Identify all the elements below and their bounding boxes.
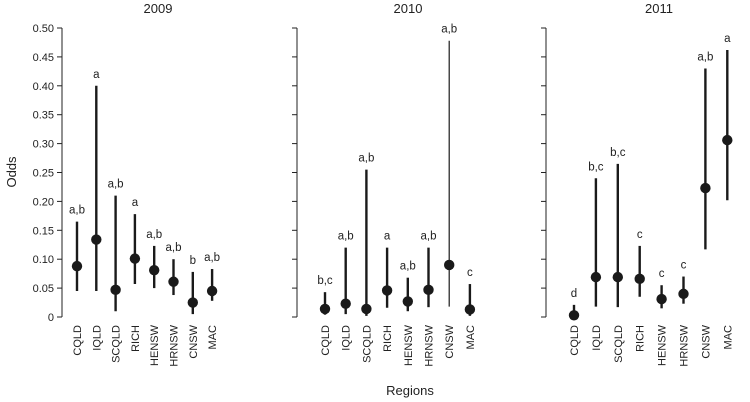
significance-label: a: [132, 197, 139, 209]
x-tick-label-hrnsw: HRNSW: [169, 324, 181, 366]
x-tick-label-iqld: IQLD: [341, 325, 353, 351]
point-hrnsw: [678, 288, 689, 300]
y-tick-label: 0.10: [33, 254, 54, 266]
y-tick-label: 0: [48, 312, 54, 324]
point-mac: [206, 285, 218, 297]
chart-panel-2010: 2010 b,c CQLD a,b IQLD a,b SCQLD a RICH a,b HENSW a…: [292, 1, 477, 367]
y-tick-label: 0.05: [33, 283, 54, 295]
x-tick-label-scqld: SCQLD: [613, 325, 625, 363]
x-tick-label-mac: MAC: [465, 325, 477, 350]
significance-label: a,b: [697, 51, 713, 63]
point-rich: [129, 253, 141, 264]
point-hensw: [656, 293, 667, 305]
significance-label: a,b: [146, 229, 162, 241]
significance-label: b,c: [317, 275, 333, 287]
significance-label: c: [659, 268, 665, 280]
x-tick-label-cnsw: CNSW: [444, 324, 456, 358]
point-scqld: [110, 284, 121, 296]
x-axis-title: Regions: [386, 383, 434, 398]
chart-panels: 2009 0 0.05 0.10 0.15 0.20 0.25 0.30 0.35 0.40 0.4…: [33, 1, 735, 367]
significance-label: a,b: [108, 179, 124, 191]
x-tick-label-cnsw: CNSW: [188, 324, 200, 358]
x-tick-label-cqld: CQLD: [569, 325, 581, 356]
x-tick-label-mac: MAC: [722, 325, 734, 350]
y-axis-title: Odds: [4, 156, 19, 188]
panel-title: 2011: [645, 1, 673, 16]
point-cnsw: [700, 182, 711, 194]
x-tick-label-mac: MAC: [207, 325, 219, 350]
significance-label: b,c: [610, 147, 626, 159]
x-tick-label-hensw: HENSW: [657, 324, 669, 366]
panel-title: 2010: [394, 1, 423, 16]
significance-label: a,b: [421, 231, 437, 243]
x-tick-label-hensw: HENSW: [403, 324, 415, 366]
y-tick-label: 0.30: [33, 139, 54, 151]
point-cqld: [568, 310, 580, 321]
y-tick-label: 0.15: [33, 225, 54, 237]
point-cqld: [71, 260, 83, 272]
x-tick-label-scqld: SCQLD: [111, 325, 123, 363]
point-hensw: [149, 264, 160, 276]
y-tick-label: 0.25: [33, 168, 54, 180]
y-tick-label: 0.50: [33, 23, 54, 35]
point-mac: [722, 134, 733, 146]
point-rich: [381, 285, 393, 296]
x-tick-label-scqld: SCQLD: [361, 325, 373, 363]
x-tick-label-cqld: CQLD: [72, 325, 84, 356]
point-rich: [634, 273, 645, 285]
panel-title: 2009: [144, 1, 173, 16]
y-tick-label: 0.35: [33, 110, 54, 122]
point-scqld: [361, 303, 372, 315]
significance-label: c: [637, 229, 643, 241]
point-cqld: [319, 303, 331, 315]
significance-label: b: [190, 255, 196, 267]
x-tick-label-iqld: IQLD: [591, 325, 603, 351]
point-hensw: [402, 296, 413, 307]
significance-label: a,b: [166, 242, 182, 254]
significance-label: a,b: [400, 261, 416, 273]
x-tick-label-rich: RICH: [382, 325, 394, 352]
y-tick-label: 0.40: [33, 81, 54, 93]
x-tick-label-cqld: CQLD: [320, 325, 332, 356]
significance-label: a,b: [358, 153, 374, 165]
x-tick-label-iqld: IQLD: [91, 325, 103, 351]
significance-label: a,b: [441, 24, 457, 36]
point-mac: [464, 304, 476, 315]
point-iqld: [91, 234, 102, 245]
significance-label: c: [467, 267, 473, 279]
point-iqld: [340, 298, 351, 309]
point-hrnsw: [168, 276, 179, 287]
x-tick-label-cnsw: CNSW: [700, 324, 712, 358]
x-tick-label-hrnsw: HRNSW: [424, 324, 436, 366]
significance-label: a,b: [69, 205, 85, 217]
x-tick-label-rich: RICH: [635, 325, 647, 352]
significance-label: b,c: [588, 161, 604, 173]
significance-label: d: [571, 288, 577, 300]
point-cnsw: [187, 297, 198, 308]
significance-label: a: [384, 231, 391, 243]
significance-label: a,b: [204, 252, 220, 264]
significance-label: a: [93, 69, 100, 81]
point-iqld: [590, 271, 602, 283]
point-hrnsw: [423, 284, 434, 296]
chart-panel-2011: 2011 d CQLD b,c IQLD b,c SCQLD c RICH c HENSW c HRNS…: [541, 1, 734, 367]
point-scqld: [612, 271, 623, 283]
point-cnsw: [444, 259, 455, 271]
significance-label: a: [724, 33, 731, 45]
chart-panel-2009: 2009 0 0.05 0.10 0.15 0.20 0.25 0.30 0.35 0.40 0.4…: [33, 1, 221, 367]
x-tick-label-rich: RICH: [130, 325, 142, 352]
x-tick-label-hrnsw: HRNSW: [679, 324, 691, 366]
y-tick-label: 0.20: [33, 196, 54, 208]
y-tick-label: 0.45: [33, 52, 54, 64]
x-tick-label-hensw: HENSW: [149, 324, 161, 366]
significance-label: c: [681, 260, 687, 272]
significance-label: a,b: [338, 231, 354, 243]
